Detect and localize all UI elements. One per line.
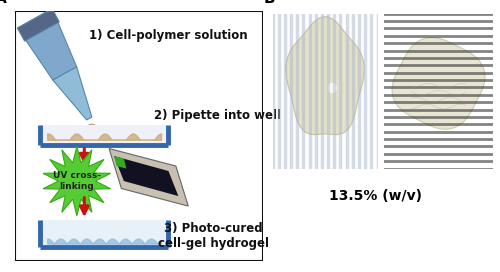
FancyBboxPatch shape [180,209,196,245]
Polygon shape [43,146,110,216]
Text: B: B [264,0,276,6]
Text: A: A [0,0,7,6]
Polygon shape [114,156,178,196]
Ellipse shape [328,83,337,94]
FancyBboxPatch shape [40,125,168,145]
Polygon shape [286,17,364,135]
Polygon shape [18,9,59,41]
Polygon shape [109,149,188,206]
Text: 1) Cell-polymer solution: 1) Cell-polymer solution [89,29,248,42]
Ellipse shape [151,188,170,200]
Polygon shape [18,9,76,80]
Text: UV cross-
linking: UV cross- linking [53,171,101,191]
Text: 2) Pipette into well: 2) Pipette into well [154,109,282,122]
Polygon shape [53,67,92,120]
FancyBboxPatch shape [40,220,168,247]
Polygon shape [114,156,126,169]
Polygon shape [392,38,485,129]
FancyBboxPatch shape [15,11,262,261]
Text: 13.5% (w/v): 13.5% (w/v) [330,189,422,203]
Ellipse shape [86,124,98,135]
FancyBboxPatch shape [146,181,176,207]
FancyBboxPatch shape [164,177,216,215]
Text: 3) Photo-cured
cell-gel hydrogel: 3) Photo-cured cell-gel hydrogel [158,222,268,250]
